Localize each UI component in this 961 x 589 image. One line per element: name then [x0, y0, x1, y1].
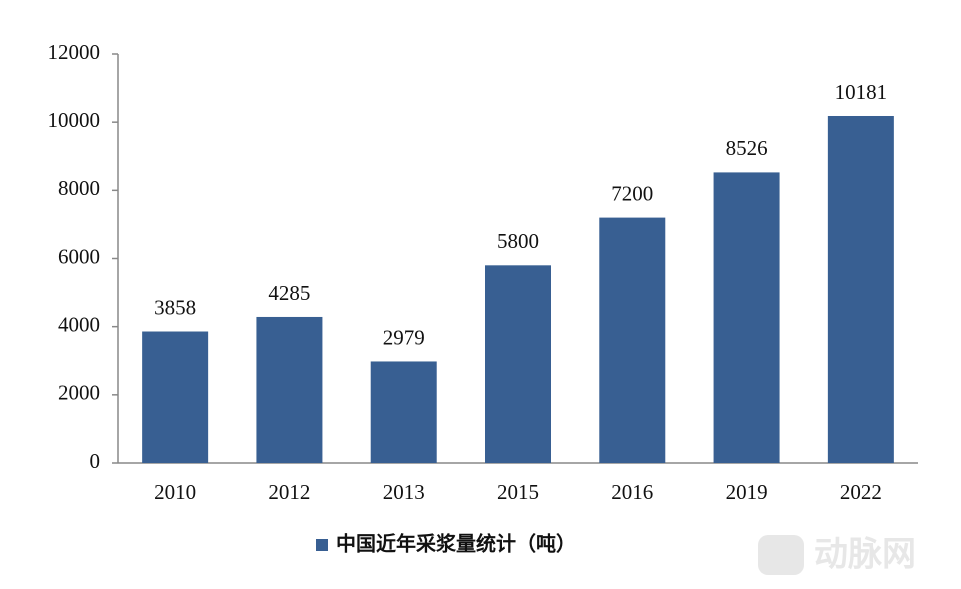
data-label: 3858 [154, 295, 196, 319]
legend-swatch [316, 539, 328, 551]
y-tick-label: 0 [90, 449, 101, 473]
x-tick-label: 2019 [726, 480, 768, 504]
x-tick-label: 2015 [497, 480, 539, 504]
bar [485, 265, 551, 463]
x-tick-label: 2013 [383, 480, 425, 504]
data-label: 8526 [726, 136, 768, 160]
y-tick-label: 12000 [48, 40, 101, 64]
data-label: 4285 [268, 281, 310, 305]
bar [256, 316, 323, 463]
watermark: 动脉网 [758, 535, 916, 575]
y-tick-label: 2000 [58, 381, 100, 405]
bar [370, 361, 437, 463]
x-tick-label: 2022 [840, 480, 882, 504]
bar [827, 115, 894, 463]
bar [713, 172, 780, 463]
legend-label: 中国近年采浆量统计（吨） [336, 532, 576, 556]
bar [142, 331, 209, 463]
data-label: 5800 [497, 229, 539, 253]
y-tick-label: 10000 [48, 108, 101, 132]
watermark-text: 动脉网 [814, 535, 916, 575]
data-label: 7200 [611, 181, 653, 205]
x-tick-label: 2016 [611, 480, 653, 504]
x-tick-label: 2010 [154, 480, 196, 504]
y-tick-label: 4000 [58, 312, 100, 336]
watermark-logo [758, 535, 804, 575]
x-tick-label: 2012 [268, 480, 310, 504]
data-label: 2979 [383, 325, 425, 349]
y-tick-label: 8000 [58, 176, 100, 200]
bar [599, 217, 666, 463]
y-tick-label: 6000 [58, 244, 100, 268]
data-label: 10181 [835, 80, 888, 104]
